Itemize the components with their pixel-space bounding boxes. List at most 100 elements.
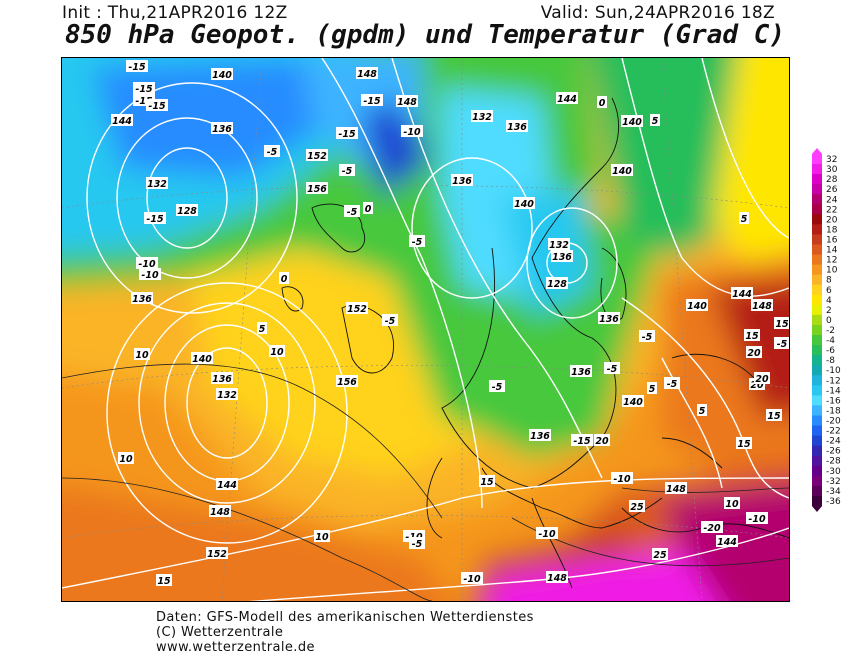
colorbar-swatch [812,485,822,497]
svg-text:-10: -10 [538,529,556,540]
valid-time-label: Valid: Sun,24APR2016 18Z [540,3,775,23]
colorbar-tick-label: 4 [826,296,832,306]
colorbar-swatch [812,254,822,266]
svg-text:-15: -15 [363,96,381,107]
temperature-label: -15 [133,82,155,95]
geopotential-label: 140 [621,115,643,128]
svg-text:140: 140 [623,397,643,408]
svg-text:20: 20 [750,380,764,391]
colorbar-tick-label: -16 [826,396,841,406]
geopotential-label: 144 [111,114,133,127]
svg-text:140: 140 [687,301,707,312]
colorbar-tick-label: 10 [826,266,838,276]
copyright-text: (C) Wetterzentrale [156,625,284,640]
geopotential-label: 132 [548,238,570,251]
colorbar-swatch [812,375,822,386]
colorbar-tick-label: 32 [826,155,837,165]
svg-text:152: 152 [347,304,367,315]
svg-text:132: 132 [549,240,569,251]
geopotential-label: 144 [216,478,238,491]
svg-text:-5: -5 [342,166,353,177]
colorbar-swatch [812,435,822,447]
geopotential-label: 136 [506,120,528,133]
svg-text:0: 0 [599,98,606,109]
svg-text:5: 5 [649,384,656,395]
colorbar-swatch [812,174,822,185]
svg-text:152: 152 [207,549,227,560]
geopotential-label: 144 [716,535,738,548]
colorbar-tick-label: -24 [826,437,841,447]
temperature-label: 10 [118,452,134,465]
svg-text:136: 136 [599,314,619,325]
geopotential-label: 128 [546,277,568,290]
geopotential-label: 152 [206,547,228,560]
colorbar-swatch [812,415,822,427]
colorbar-swatch [812,214,822,225]
geopotential-label: 136 [451,174,473,187]
colorbar-tick-label: -20 [826,417,841,427]
geopotential-label: 148 [356,67,378,80]
colorbar-tick-label: 26 [826,185,838,195]
svg-text:15: 15 [480,477,494,488]
geopotential-label: 136 [551,250,573,263]
colorbar-tick-label: 8 [826,276,832,286]
geopotential-label: 156 [306,182,328,195]
svg-text:128: 128 [177,206,197,217]
colorbar-tick-label: 2 [826,306,832,316]
svg-text:136: 136 [452,176,472,187]
svg-text:136: 136 [212,374,232,385]
temperature-label: 10 [314,530,330,543]
svg-text:5: 5 [652,116,659,127]
geopotential-label: 132 [216,388,238,401]
svg-text:5: 5 [259,324,266,335]
colorbar-swatch [812,475,822,487]
svg-text:-15: -15 [146,214,164,225]
temperature-label: 20 [594,434,610,447]
svg-text:5: 5 [741,214,748,225]
colorbar-swatch [812,154,822,165]
svg-text:-15: -15 [148,101,166,112]
temperature-label: -20 [701,521,723,534]
geopotential-label: 140 [622,395,644,408]
svg-text:5: 5 [699,406,706,417]
temperature-label: -5 [774,337,789,350]
svg-text:148: 148 [397,97,417,108]
svg-text:148: 148 [666,484,686,495]
colorbar-swatch [812,495,822,507]
svg-text:15: 15 [767,411,781,422]
svg-text:-10: -10 [138,259,156,270]
colorbar-tick-label: 22 [826,205,837,215]
geopotential-label: 136 [529,429,551,442]
colorbar-swatch [812,304,822,316]
colorbar-top-arrow [812,148,822,154]
svg-text:-15: -15 [573,436,591,447]
temperature-colorbar: 32 30 28 26 24 22 20 18 16 14 12 10 8 6 4 2 0 -2 -4 -6 -8 -10… [812,148,850,518]
temperature-label: -10 [139,268,161,281]
temperature-label: -5 [264,145,280,158]
svg-text:-15: -15 [128,62,146,73]
svg-text:10: 10 [135,350,149,361]
svg-text:25: 25 [653,550,667,561]
geopotential-label: 148 [751,299,773,312]
geopotential-label: 132 [146,177,168,190]
svg-text:144: 144 [717,537,737,548]
colorbar-swatch [812,324,822,336]
svg-text:-10: -10 [613,474,631,485]
geopotential-label: 152 [346,302,368,315]
temperature-label: -5 [409,235,425,248]
svg-text:156: 156 [307,184,327,195]
temperature-label: -10 [536,527,558,540]
svg-text:144: 144 [217,480,237,491]
colorbar-tick-label: -18 [826,406,841,416]
geopotential-label: 136 [570,365,592,378]
svg-text:-10: -10 [141,270,159,281]
geopotential-label: 128 [176,204,198,217]
colorbar-tick-label: -34 [826,487,841,497]
geopotential-label: 136 [131,292,153,305]
weather-map[interactable]: 140 144 148 132 136 152 156 128 148 144 136 132 140 1… [61,57,790,602]
colorbar-swatch [812,395,822,406]
temperature-label: -5 [604,362,620,375]
svg-text:140: 140 [192,354,212,365]
